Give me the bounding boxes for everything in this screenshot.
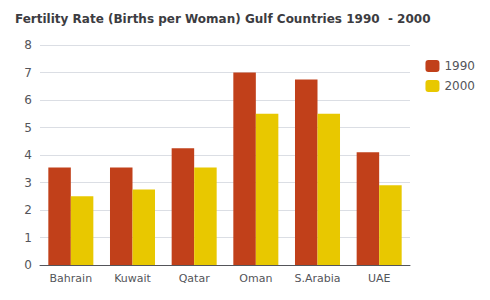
svg-text:6: 6 [24, 93, 32, 107]
svg-text:7: 7 [24, 66, 32, 80]
svg-text:1990: 1990 [444, 59, 475, 73]
svg-text:Bahrain: Bahrain [50, 272, 93, 285]
svg-text:Oman: Oman [239, 272, 272, 285]
svg-text:8: 8 [24, 38, 32, 52]
svg-text:UAE: UAE [368, 272, 391, 285]
svg-text:0: 0 [24, 258, 32, 272]
svg-text:Qatar: Qatar [179, 272, 210, 285]
svg-text:4: 4 [24, 148, 32, 162]
svg-text:1: 1 [24, 231, 32, 245]
svg-text:2: 2 [24, 203, 32, 217]
svg-text:Kuwait: Kuwait [114, 272, 151, 285]
svg-text:Fertility Rate (Births per Wom: Fertility Rate (Births per Woman) Gulf C… [15, 12, 431, 26]
svg-text:5: 5 [24, 121, 32, 135]
svg-text:S.Arabia: S.Arabia [294, 272, 340, 285]
svg-text:3: 3 [24, 176, 32, 190]
svg-text:2000: 2000 [444, 79, 475, 93]
